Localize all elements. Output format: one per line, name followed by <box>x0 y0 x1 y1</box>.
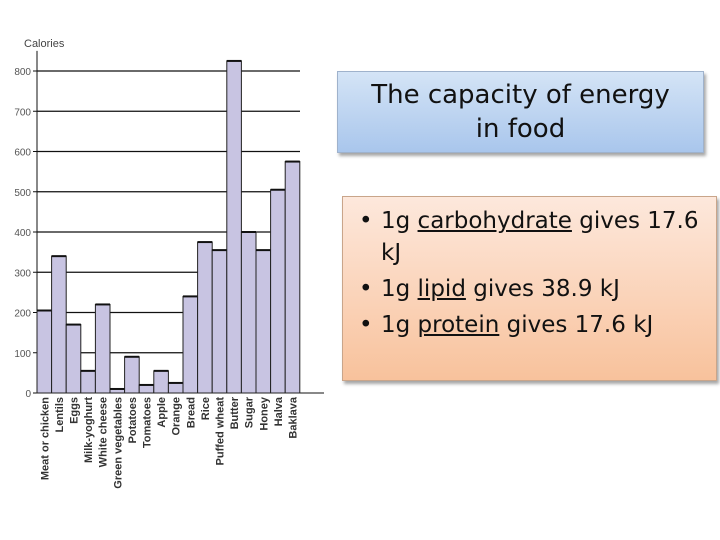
y-tick-label: 700 <box>14 107 31 118</box>
y-tick-label: 400 <box>14 228 31 239</box>
bullet-text: 1g <box>381 276 418 302</box>
bullet-text: gives 38.9 kJ <box>465 276 620 302</box>
bullet-dot: • <box>359 208 373 234</box>
bullet-item: • 1g lipid gives 38.9 kJ <box>353 273 706 305</box>
category-label: Sugar <box>244 396 256 428</box>
y-tick-label: 500 <box>14 188 31 199</box>
category-label: Apple <box>156 397 168 428</box>
bar <box>226 60 242 394</box>
bullet-dot: • <box>359 276 373 302</box>
category-label: Meat or chicken <box>39 397 51 480</box>
category-label: Tomatoes <box>142 397 154 448</box>
bar <box>167 382 184 394</box>
y-tick-label: 200 <box>14 309 31 320</box>
bar <box>65 324 82 394</box>
bar <box>270 189 286 394</box>
category-label: Halva <box>273 396 285 426</box>
category-label: Rice <box>200 397 212 420</box>
bar <box>211 249 228 394</box>
bullet-text: 1g <box>381 208 418 234</box>
bullet-dot: • <box>359 312 373 338</box>
facts-box: • 1g carbohydrate gives 17.6 kJ • 1g lipid… <box>342 196 717 381</box>
category-label: Potatoes <box>127 397 139 443</box>
y-tick-label: 600 <box>14 148 31 159</box>
y-tick-label: 0 <box>25 389 31 400</box>
bar <box>138 384 155 394</box>
bar <box>80 370 96 394</box>
category-label: White cheese <box>98 397 110 467</box>
bar <box>182 295 199 394</box>
bar <box>51 255 67 394</box>
bullet-text: 1g <box>381 312 418 338</box>
gridlines <box>37 70 300 354</box>
category-label: Lentils <box>54 397 66 432</box>
bar <box>94 303 111 394</box>
bar <box>255 249 272 394</box>
category-labels: Meat or chicken Lentils Eggs Milk-yoghurt Wh… <box>39 396 299 489</box>
category-label: Green vegetables <box>112 397 124 489</box>
category-label: Honey <box>258 396 270 431</box>
bullet-item: • 1g protein gives 17.6 kJ <box>353 309 706 341</box>
bar <box>36 309 53 394</box>
bullet-term: carbohydrate <box>417 208 572 234</box>
title-box: The capacity of energy in food <box>337 71 704 153</box>
y-tick-label: 100 <box>14 349 31 360</box>
category-label: Milk-yoghurt <box>83 397 95 463</box>
category-label: Puffed wheat <box>215 397 227 466</box>
category-label: Bread <box>185 397 197 428</box>
bar <box>124 356 140 394</box>
bar <box>197 241 213 394</box>
category-label: Butter <box>229 396 241 429</box>
bar <box>240 231 257 394</box>
category-label: Orange <box>171 397 183 436</box>
y-tick-label: 800 <box>14 67 31 78</box>
bars <box>36 59 301 394</box>
bullet-item: • 1g carbohydrate gives 17.6 kJ <box>353 205 706 269</box>
bar <box>284 161 301 394</box>
bullet-list: • 1g carbohydrate gives 17.6 kJ • 1g lipid… <box>353 205 706 341</box>
bar <box>153 370 169 394</box>
category-label: Baklava <box>288 396 300 438</box>
slide-title: The capacity of energy in food <box>351 78 691 146</box>
bullet-term: lipid <box>417 276 466 302</box>
bullet-text: gives 17.6 kJ <box>499 312 654 338</box>
slide-title-line-2: in food <box>475 114 566 144</box>
slide-title-line-1: The capacity of energy <box>371 80 670 110</box>
y-tick-label: 300 <box>14 268 31 279</box>
bullet-term: protein <box>417 312 500 338</box>
bullet-text: gives 17.6 kJ <box>381 208 699 266</box>
y-axis-label: Calories <box>24 38 65 50</box>
category-label: Eggs <box>69 397 81 424</box>
